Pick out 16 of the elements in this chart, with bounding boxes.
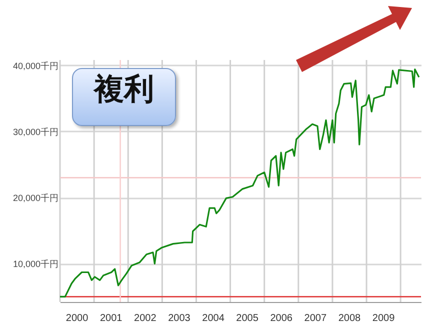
y-tick-label: 20,000千円 [12,193,58,204]
line-series [59,68,420,298]
x-tick-label: 2000 [66,313,89,324]
y-tick-label: 10,000千円 [12,259,58,270]
y-tick-label: 40,000千円 [12,60,58,71]
x-tick-label: 2006 [270,313,293,324]
annotation: 複利 [72,68,176,126]
x-tick-label: 2009 [372,313,396,324]
x-tick-label: 2008 [338,313,362,324]
x-tick-label: 2004 [202,313,225,324]
x-tick-label: 2007 [304,313,327,324]
x-tick-label: 2002 [134,313,157,324]
y-tick-label: 30,000千円 [12,126,58,137]
x-tick-label: 2005 [236,313,259,324]
x-tick-label: 2001 [100,313,123,324]
x-tick-label: 2003 [168,313,191,324]
